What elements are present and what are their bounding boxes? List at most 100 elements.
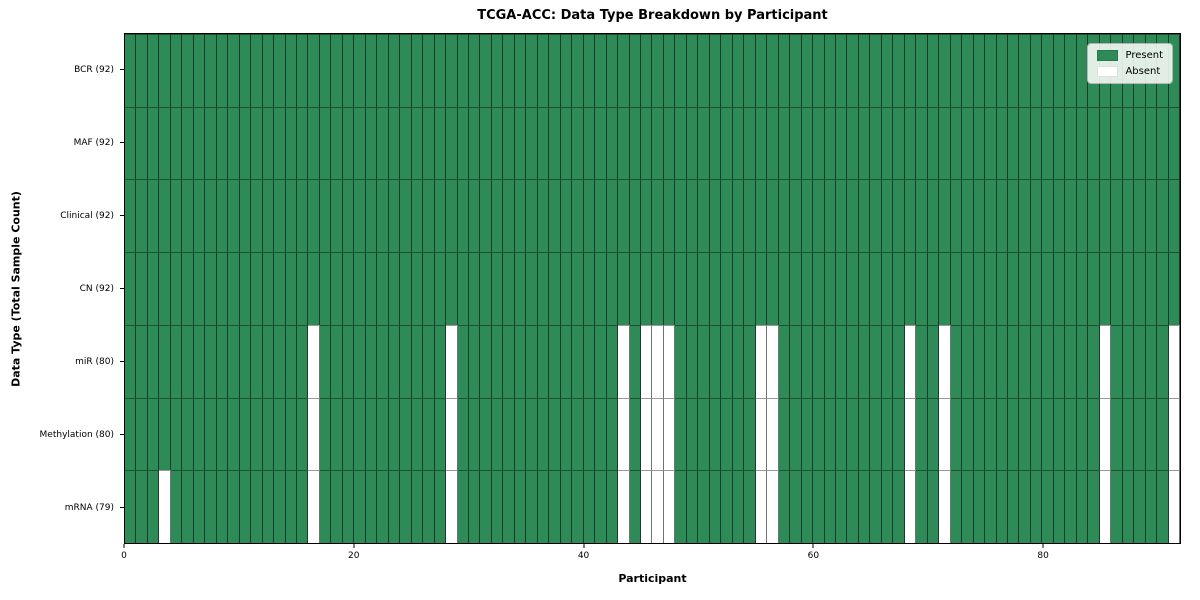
matrix-cell [881,179,894,253]
matrix-cell [606,34,619,107]
matrix-cell [767,397,779,471]
matrix-cell [423,34,435,107]
matrix-cell [1088,179,1100,253]
matrix-cell [686,106,699,180]
matrix-cell [365,34,378,107]
x-tick-mark [812,544,814,548]
matrix-cell [308,106,320,180]
matrix-cell [709,34,722,107]
matrix-cell [297,252,309,325]
matrix-cell [916,179,928,253]
y-tick-label: Clinical (92) [60,210,114,221]
chart-title: TCGA-ACC: Data Type Breakdown by Partici… [477,8,828,23]
matrix-cell [1065,470,1077,543]
matrix-cell [721,179,733,253]
matrix-cell [228,106,240,180]
matrix-cell [274,397,286,471]
matrix-cell [251,34,263,107]
matrix-cell [308,397,320,471]
matrix-cell [790,179,802,253]
legend-item-absent: Absent [1097,66,1163,77]
matrix-cell [939,324,951,398]
matrix-cell [686,324,699,398]
matrix-cell [526,179,538,253]
matrix-cell [480,106,492,180]
matrix-cell [698,34,710,107]
matrix-cell [400,106,412,180]
matrix-cell [721,106,733,180]
matrix-cell [457,34,470,107]
matrix-cell [686,252,699,325]
matrix-cell [973,324,986,398]
matrix-cell [354,397,366,471]
matrix-cell [1019,397,1031,471]
matrix-cell [835,106,848,180]
matrix-cell [503,470,515,543]
matrix-cell [205,106,217,180]
matrix-cell [411,252,424,325]
matrix-cell [675,179,687,253]
matrix-cell [342,34,355,107]
matrix-cell [457,397,470,471]
matrix-cell [985,106,997,180]
matrix-cell [377,34,389,107]
y-tick-mark [120,361,124,362]
matrix-cell [767,179,779,253]
matrix-cell [457,106,470,180]
matrix-cell [377,397,389,471]
matrix-cell [182,324,194,398]
matrix-cell [1065,34,1077,107]
matrix-cell [1134,470,1146,543]
matrix-cell [446,324,458,398]
matrix-cell [216,470,229,543]
matrix-cell [732,179,745,253]
matrix-cell [228,179,240,253]
matrix-cell [377,470,389,543]
matrix-cell [549,179,561,253]
matrix-cell [870,252,882,325]
matrix-cell [1168,179,1180,253]
matrix-cell [927,179,940,253]
matrix-cell [744,252,756,325]
matrix-cell [744,34,756,107]
matrix-cell [228,34,240,107]
matrix-cell [365,324,378,398]
matrix-cell [973,470,986,543]
matrix-cell [881,397,894,471]
matrix-cell [400,34,412,107]
matrix-cell [331,324,343,398]
matrix-cell [755,324,768,398]
matrix-cell [170,470,183,543]
present-swatch-icon [1097,50,1119,61]
matrix-cell [858,106,871,180]
matrix-cell [824,106,836,180]
matrix-cell [813,179,825,253]
matrix-cell [480,34,492,107]
matrix-cell [297,179,309,253]
matrix-cell [342,397,355,471]
matrix-cell [973,252,986,325]
matrix-cell [1168,324,1180,398]
matrix-cell [182,252,194,325]
matrix-cell [813,106,825,180]
x-tick-mark [353,544,355,548]
matrix-cell [125,179,137,253]
matrix-cell [583,324,596,398]
matrix-cell [824,324,836,398]
matrix-cell [159,324,171,398]
matrix-cell [354,470,366,543]
matrix-cell [228,397,240,471]
matrix-cell [1157,324,1169,398]
matrix-cell [881,106,894,180]
matrix-cell [526,470,538,543]
matrix-cell [1145,324,1158,398]
matrix-cell [537,179,550,253]
matrix-cell [927,252,940,325]
matrix-cell [262,252,275,325]
matrix-cell [297,34,309,107]
matrix-cell [1168,252,1180,325]
matrix-cell [1168,470,1180,543]
matrix-cell [927,34,940,107]
matrix-cell [1007,34,1020,107]
matrix-cell [618,324,630,398]
